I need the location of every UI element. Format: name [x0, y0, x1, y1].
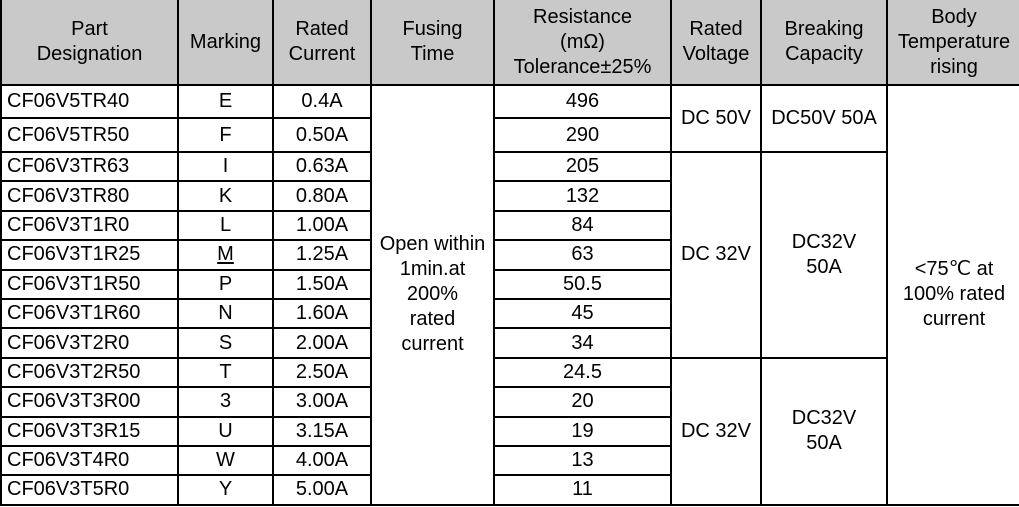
header-row: Part Designation Marking Rated Current F…	[0, 0, 1019, 86]
part-cell: CF06V3T2R50	[0, 356, 179, 389]
table-row: CF06V3T1R50 P 1.50A 50.5	[0, 268, 1019, 300]
rated-current-cell: 5.00A	[272, 474, 372, 506]
resistance-cell: 132	[493, 180, 672, 212]
rated-current-cell: 1.00A	[272, 209, 372, 242]
rated-current-cell: 3.15A	[272, 415, 372, 447]
resistance-cell: 84	[493, 209, 672, 242]
resistance-cell: 50.5	[493, 268, 672, 300]
col-header-marking: Marking	[177, 0, 274, 86]
col-header-rated-voltage: Rated Voltage	[670, 0, 762, 86]
resistance-cell: 19	[493, 415, 672, 447]
table-row: CF06V3T1R60 N 1.60A 45	[0, 297, 1019, 330]
rated-current-cell: 1.60A	[272, 297, 372, 330]
breaking-capacity-cell: DC32V 50A	[760, 151, 888, 359]
col-header-fusing-time: Fusing Time	[370, 0, 495, 86]
underlined-marking: M	[217, 243, 234, 266]
rated-current-cell: 0.80A	[272, 180, 372, 212]
marking-cell: M	[177, 239, 274, 271]
breaking-capacity-cell: DC32V 50A	[760, 356, 888, 506]
rated-current-cell: 1.25A	[272, 239, 372, 271]
resistance-cell: 496	[493, 84, 672, 119]
marking-cell: U	[177, 415, 274, 447]
resistance-cell: 45	[493, 297, 672, 330]
part-cell: CF06V3T1R60	[0, 297, 179, 330]
part-cell: CF06V3T2R0	[0, 327, 179, 359]
marking-cell: L	[177, 209, 274, 242]
rated-voltage-cell: DC 32V	[670, 356, 762, 506]
marking-cell: P	[177, 268, 274, 300]
rated-current-cell: 0.50A	[272, 117, 372, 153]
table-row: CF06V5TR40 E 0.4A Open within 1min.at 20…	[0, 84, 1019, 506]
rated-current-cell: 0.4A	[272, 84, 372, 119]
part-cell: CF06V3T4R0	[0, 444, 179, 477]
table-row: CF06V3T4R0 W 4.00A 13	[0, 444, 1019, 477]
marking-cell: W	[177, 444, 274, 477]
resistance-cell: 34	[493, 327, 672, 359]
rated-current-cell: 4.00A	[272, 444, 372, 477]
marking-cell: Y	[177, 474, 274, 506]
resistance-cell: 13	[493, 444, 672, 477]
resistance-cell: 20	[493, 386, 672, 418]
breaking-capacity-cell: DC50V 50A	[760, 84, 888, 153]
part-cell: CF06V3TR80	[0, 180, 179, 212]
rated-voltage-cell: DC 32V	[670, 151, 762, 359]
part-cell: CF06V3TR63	[0, 150, 179, 183]
resistance-cell: 63	[493, 239, 672, 271]
table-row: CF06V3T3R15 U 3.15A 19	[0, 415, 1019, 447]
part-cell: CF06V5TR40	[0, 84, 179, 119]
resistance-cell: 205	[493, 150, 672, 183]
part-cell: CF06V5TR50	[0, 117, 179, 153]
col-header-body-temperature: Body Temperature rising	[886, 0, 1019, 86]
marking-cell: E	[177, 84, 274, 119]
table-row: CF06V3TR63 I 0.63A 205 DC 32V DC32V 50A	[0, 150, 1019, 359]
rated-voltage-cell: DC 50V	[670, 84, 762, 153]
rated-current-cell: 2.00A	[272, 327, 372, 359]
col-header-part-designation: Part Designation	[0, 0, 179, 86]
table-row: CF06V3TR80 K 0.80A 132	[0, 180, 1019, 212]
marking-cell: T	[177, 356, 274, 389]
table-row: CF06V3T2R0 S 2.00A 34	[0, 327, 1019, 359]
part-cell: CF06V3T3R00	[0, 386, 179, 418]
body-temperature-cell: <75℃ at 100% rated current	[886, 84, 1019, 506]
resistance-cell: 290	[493, 117, 672, 153]
part-cell: CF06V3T1R25	[0, 239, 179, 271]
marking-cell: K	[177, 180, 274, 212]
marking-cell: 3	[177, 386, 274, 418]
marking-cell: N	[177, 297, 274, 330]
col-header-breaking-capacity: Breaking Capacity	[760, 0, 888, 86]
part-cell: CF06V3T5R0	[0, 474, 179, 506]
table-row: CF06V3T2R50 T 2.50A 24.5 DC 32V DC32V 50…	[0, 356, 1019, 506]
table-row: CF06V3T5R0 Y 5.00A 11	[0, 474, 1019, 506]
col-header-resistance: Resistance (mΩ) Tolerance±25%	[493, 0, 672, 86]
rated-current-cell: 0.63A	[272, 150, 372, 183]
marking-cell: F	[177, 117, 274, 153]
marking-cell: S	[177, 327, 274, 359]
rated-current-cell: 3.00A	[272, 386, 372, 418]
table-row: CF06V5TR50 F 0.50A 290	[0, 117, 1019, 153]
table-row: CF06V3T1R0 L 1.00A 84	[0, 209, 1019, 242]
part-cell: CF06V3T1R0	[0, 209, 179, 242]
fusing-time-cell: Open within 1min.at 200% rated current	[370, 84, 495, 506]
table-row: CF06V3T1R25 M 1.25A 63	[0, 239, 1019, 271]
resistance-cell: 11	[493, 474, 672, 506]
rated-current-cell: 2.50A	[272, 356, 372, 389]
part-cell: CF06V3T3R15	[0, 415, 179, 447]
col-header-rated-current: Rated Current	[272, 0, 372, 86]
table-row: CF06V3T3R00 3 3.00A 20	[0, 386, 1019, 418]
resistance-cell: 24.5	[493, 356, 672, 389]
rated-current-cell: 1.50A	[272, 268, 372, 300]
part-cell: CF06V3T1R50	[0, 268, 179, 300]
marking-cell: I	[177, 150, 274, 183]
